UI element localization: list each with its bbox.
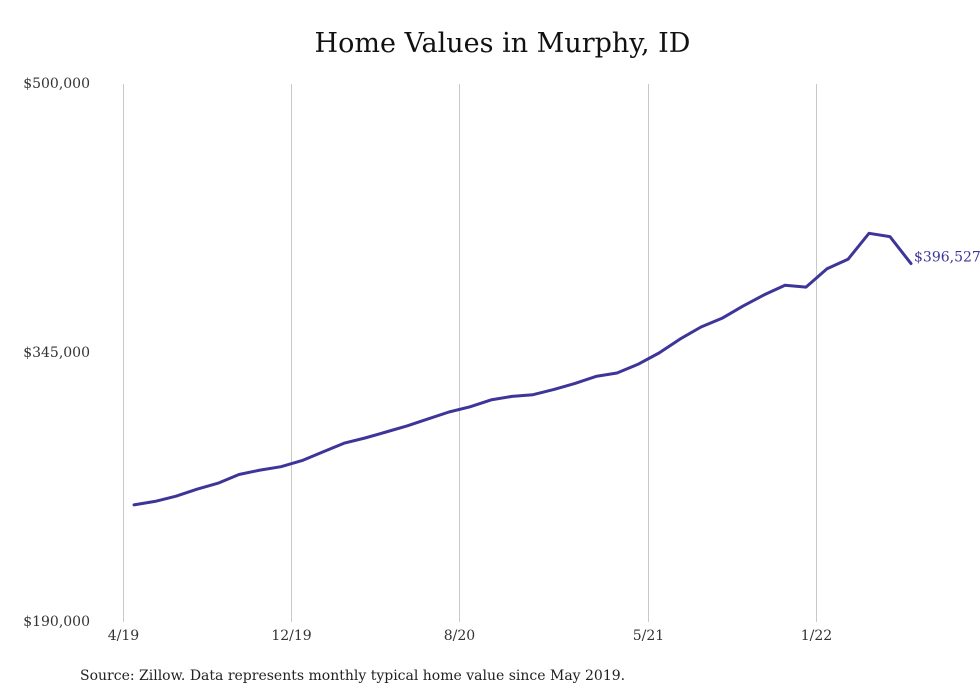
x-axis-tick-labels: 4/19 12/19 8/20 5/21 1/22 [108, 628, 832, 644]
x-tick-label: 5/21 [633, 628, 664, 644]
end-value-label: $396,527 [914, 250, 980, 266]
chart-title: Home Values in Murphy, ID [314, 28, 691, 59]
y-tick-label: $500,000 [23, 76, 90, 92]
y-tick-label: $345,000 [23, 345, 90, 361]
x-tick-label: 1/22 [801, 628, 832, 644]
grid-lines [123, 84, 817, 622]
x-tick-label: 12/19 [271, 628, 311, 644]
source-note: Source: Zillow. Data represents monthly … [80, 668, 626, 684]
y-tick-label: $190,000 [23, 614, 90, 630]
x-tick-label: 4/19 [108, 628, 139, 644]
x-tick-label: 8/20 [444, 628, 475, 644]
y-axis-tick-labels: $500,000 $345,000 $190,000 [23, 76, 90, 630]
series-line [132, 231, 913, 507]
